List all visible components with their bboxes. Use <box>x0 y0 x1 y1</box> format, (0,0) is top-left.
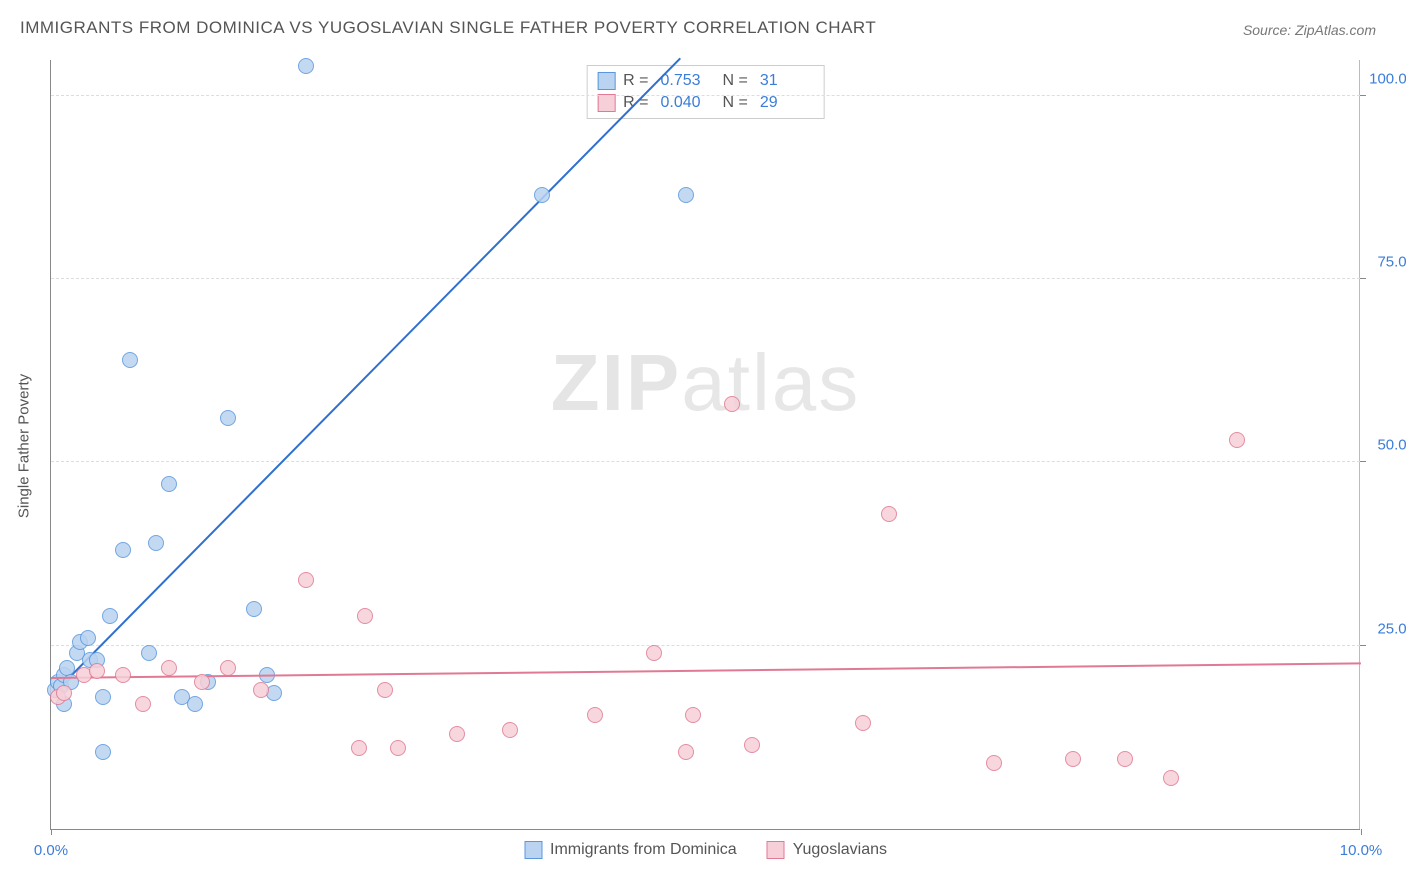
gridline <box>51 645 1360 646</box>
correlation-legend: R = 0.753 N = 31R = 0.040 N = 29 <box>586 65 825 119</box>
y-tick-mark <box>1360 645 1366 646</box>
data-point <box>390 740 406 756</box>
x-tick-label: 0.0% <box>34 842 68 859</box>
y-tick-mark <box>1360 95 1366 96</box>
data-point <box>1117 751 1133 767</box>
y-tick-label: 100.0% <box>1365 70 1406 87</box>
legend-item: Yugoslavians <box>767 841 887 859</box>
legend-r-label: R = <box>623 72 648 90</box>
regression-line <box>51 662 1361 679</box>
data-point <box>449 726 465 742</box>
y-axis-label: Single Father Poverty <box>16 374 33 518</box>
data-point <box>744 737 760 753</box>
data-point <box>1065 751 1081 767</box>
data-point <box>122 352 138 368</box>
data-point <box>80 630 96 646</box>
data-point <box>187 696 203 712</box>
y-tick-mark <box>1360 278 1366 279</box>
data-point <box>855 715 871 731</box>
data-point <box>59 660 75 676</box>
gridline <box>51 278 1360 279</box>
data-point <box>298 572 314 588</box>
legend-swatch <box>597 72 615 90</box>
data-point <box>298 58 314 74</box>
series-legend: Immigrants from Dominica Yugoslavians <box>524 841 887 859</box>
data-point <box>148 535 164 551</box>
data-point <box>253 682 269 698</box>
legend-item: Immigrants from Dominica <box>524 841 737 859</box>
data-point <box>1163 770 1179 786</box>
legend-series-name: Immigrants from Dominica <box>550 841 737 859</box>
data-point <box>724 396 740 412</box>
watermark-atlas: atlas <box>681 338 860 427</box>
legend-row: R = 0.753 N = 31 <box>597 70 814 92</box>
data-point <box>89 663 105 679</box>
legend-swatch <box>597 94 615 112</box>
data-point <box>685 707 701 723</box>
data-point <box>377 682 393 698</box>
regression-line <box>57 57 681 689</box>
data-point <box>1229 432 1245 448</box>
data-point <box>678 744 694 760</box>
data-point <box>56 685 72 701</box>
data-point <box>881 506 897 522</box>
data-point <box>986 755 1002 771</box>
data-point <box>587 707 603 723</box>
data-point <box>357 608 373 624</box>
x-tick-mark <box>1361 829 1362 835</box>
data-point <box>220 660 236 676</box>
data-point <box>194 674 210 690</box>
source-attribution: Source: ZipAtlas.com <box>1243 22 1376 38</box>
x-tick-label: 10.0% <box>1340 842 1383 859</box>
legend-n-value: 31 <box>760 72 810 90</box>
data-point <box>135 696 151 712</box>
legend-series-name: Yugoslavians <box>793 841 887 859</box>
y-tick-label: 50.0% <box>1365 437 1406 454</box>
right-axis-line <box>1359 60 1360 829</box>
data-point <box>351 740 367 756</box>
watermark: ZIPatlas <box>551 337 860 429</box>
data-point <box>161 476 177 492</box>
data-point <box>646 645 662 661</box>
legend-n-value: 29 <box>760 94 810 112</box>
data-point <box>95 744 111 760</box>
plot-area: ZIPatlas R =0.753N =31R =0.040N =29 Immi… <box>50 60 1360 830</box>
data-point <box>534 187 550 203</box>
x-tick-mark <box>51 829 52 835</box>
legend-n-label: N = <box>723 94 748 112</box>
gridline <box>51 461 1360 462</box>
y-tick-mark <box>1360 461 1366 462</box>
data-point <box>102 608 118 624</box>
data-point <box>95 689 111 705</box>
data-point <box>115 667 131 683</box>
legend-swatch <box>524 841 542 859</box>
data-point <box>678 187 694 203</box>
data-point <box>502 722 518 738</box>
y-tick-label: 25.0% <box>1365 620 1406 637</box>
data-point <box>246 601 262 617</box>
gridline <box>51 95 1360 96</box>
legend-n-label: N = <box>723 72 748 90</box>
data-point <box>220 410 236 426</box>
legend-r-value: 0.753 <box>661 72 711 90</box>
y-tick-label: 75.0% <box>1365 254 1406 271</box>
data-point <box>115 542 131 558</box>
legend-swatch <box>767 841 785 859</box>
legend-r-value: 0.040 <box>661 94 711 112</box>
watermark-zip: ZIP <box>551 338 681 427</box>
data-point <box>161 660 177 676</box>
chart-title: IMMIGRANTS FROM DOMINICA VS YUGOSLAVIAN … <box>20 18 876 38</box>
data-point <box>141 645 157 661</box>
